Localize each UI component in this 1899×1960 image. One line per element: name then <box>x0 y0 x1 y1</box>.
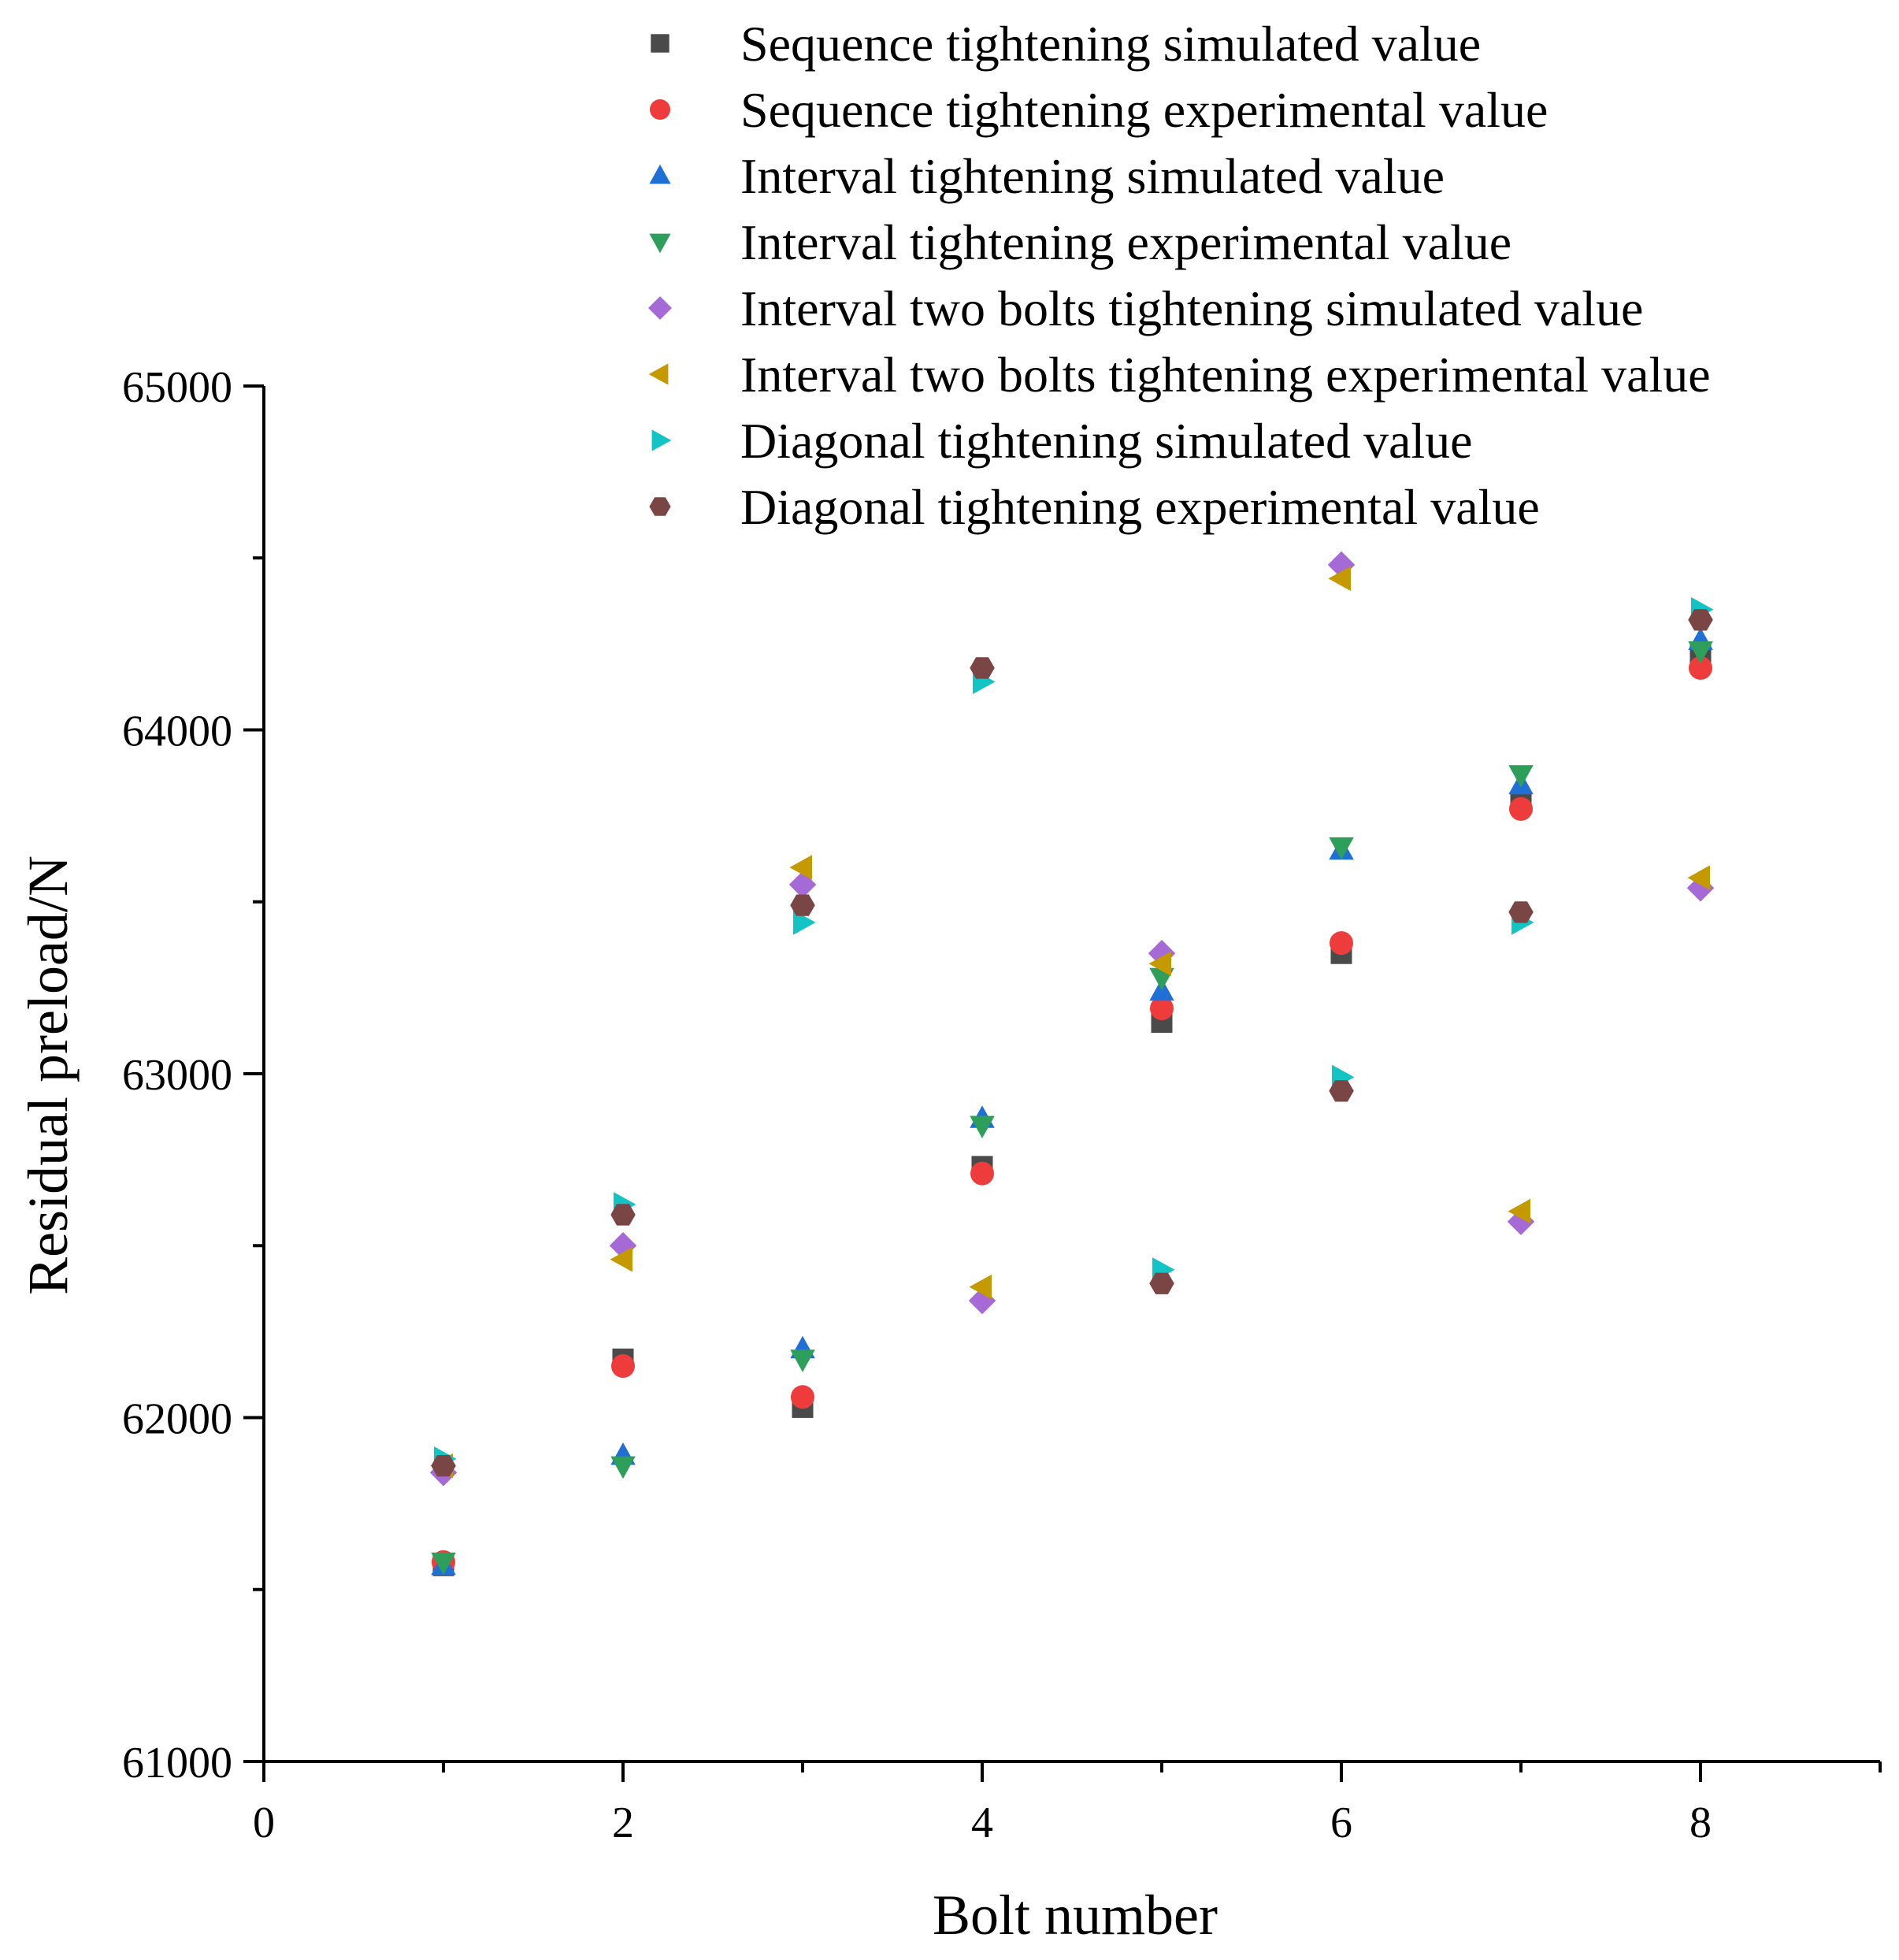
data-point-series-6 <box>1148 951 1171 977</box>
data-point-series-2 <box>970 1161 994 1186</box>
data-point-series-8 <box>1688 609 1713 631</box>
data-point-series-6 <box>969 1274 992 1300</box>
data-point-series-5 <box>1507 1208 1535 1235</box>
data-point-series-5 <box>1148 940 1176 967</box>
legend-marker <box>651 429 672 451</box>
y-tick-label: 62000 <box>122 1395 232 1444</box>
y-tick-label: 63000 <box>122 1051 232 1100</box>
data-point-series-6 <box>789 855 812 880</box>
legend-marker <box>651 34 669 53</box>
data-point-series-4 <box>970 1115 995 1138</box>
x-ticks: 0 2 4 6 8 <box>253 1761 1882 1847</box>
data-point-series-8 <box>970 657 995 679</box>
data-point-series-8 <box>790 894 815 916</box>
data-point-series-4 <box>1508 765 1534 788</box>
legend-entry-label: Sequence tightening simulated value <box>740 16 1481 72</box>
legend-entry-label: Interval two bolts tightening experiment… <box>740 347 1711 403</box>
data-point-series-4 <box>610 1456 636 1479</box>
x-tick-label: 6 <box>1330 1799 1352 1847</box>
data-point-series-8 <box>610 1204 636 1226</box>
x-tick-label: 4 <box>971 1799 993 1847</box>
data-point-series-2 <box>791 1385 814 1409</box>
data-point-series-2 <box>611 1354 635 1379</box>
legend-marker <box>649 164 671 184</box>
legend-entry-label: Diagonal tightening experimental value <box>740 479 1540 535</box>
legend-marker <box>648 296 672 320</box>
data-point-series-8 <box>431 1455 456 1477</box>
data-point-series-4 <box>790 1349 815 1372</box>
data-point-series-2 <box>1689 655 1712 680</box>
data-point-series-6 <box>1508 1198 1530 1224</box>
data-point-series-4 <box>1329 837 1354 860</box>
data-point-series-2 <box>1330 931 1353 956</box>
data-point-series-6 <box>1687 865 1710 890</box>
legend-entry-label: Sequence tightening experimental value <box>740 82 1548 138</box>
data-point-series-4 <box>1688 641 1713 664</box>
legend-marker <box>649 497 671 516</box>
legend-entry-label: Interval two bolts tightening simulated … <box>740 280 1643 336</box>
y-tick-label: 65000 <box>122 363 232 412</box>
y-tick-label: 61000 <box>122 1739 232 1787</box>
y-axis-label: Residual preload/N <box>17 856 80 1295</box>
x-tick-label: 0 <box>253 1799 275 1847</box>
legend-marker <box>650 99 670 120</box>
data-point-series-2 <box>1509 796 1533 821</box>
data-point-series-5 <box>788 870 817 899</box>
legend-entry-label: Interval tightening experimental value <box>740 214 1511 270</box>
legend: Sequence tightening simulated value Seque… <box>648 16 1711 535</box>
data-point-series-8 <box>1149 1272 1174 1294</box>
y-tick-label: 64000 <box>122 707 232 756</box>
data-point-series-8 <box>1508 901 1534 923</box>
data-points <box>429 551 1715 1576</box>
x-axis-label: Bolt number <box>933 1884 1218 1947</box>
data-point-series-5 <box>968 1286 996 1315</box>
data-point-series-2 <box>1150 997 1174 1021</box>
y-ticks: 61000 62000 63000 64000 65000 <box>122 363 264 1787</box>
legend-marker <box>648 363 669 385</box>
legend-entry-label: Interval tightening simulated value <box>740 148 1445 204</box>
data-point-series-6 <box>610 1247 632 1272</box>
data-point-series-8 <box>1329 1080 1354 1102</box>
data-point-series-5 <box>1686 874 1715 902</box>
data-point-series-7 <box>793 910 816 935</box>
legend-marker <box>649 233 671 254</box>
legend-entry-label: Diagonal tightening simulated value <box>740 413 1473 469</box>
x-tick-label: 8 <box>1689 1799 1712 1847</box>
data-point-series-4 <box>431 1552 456 1576</box>
data-point-series-6 <box>1328 566 1351 592</box>
x-tick-label: 2 <box>612 1799 634 1847</box>
axes <box>262 386 1880 1763</box>
